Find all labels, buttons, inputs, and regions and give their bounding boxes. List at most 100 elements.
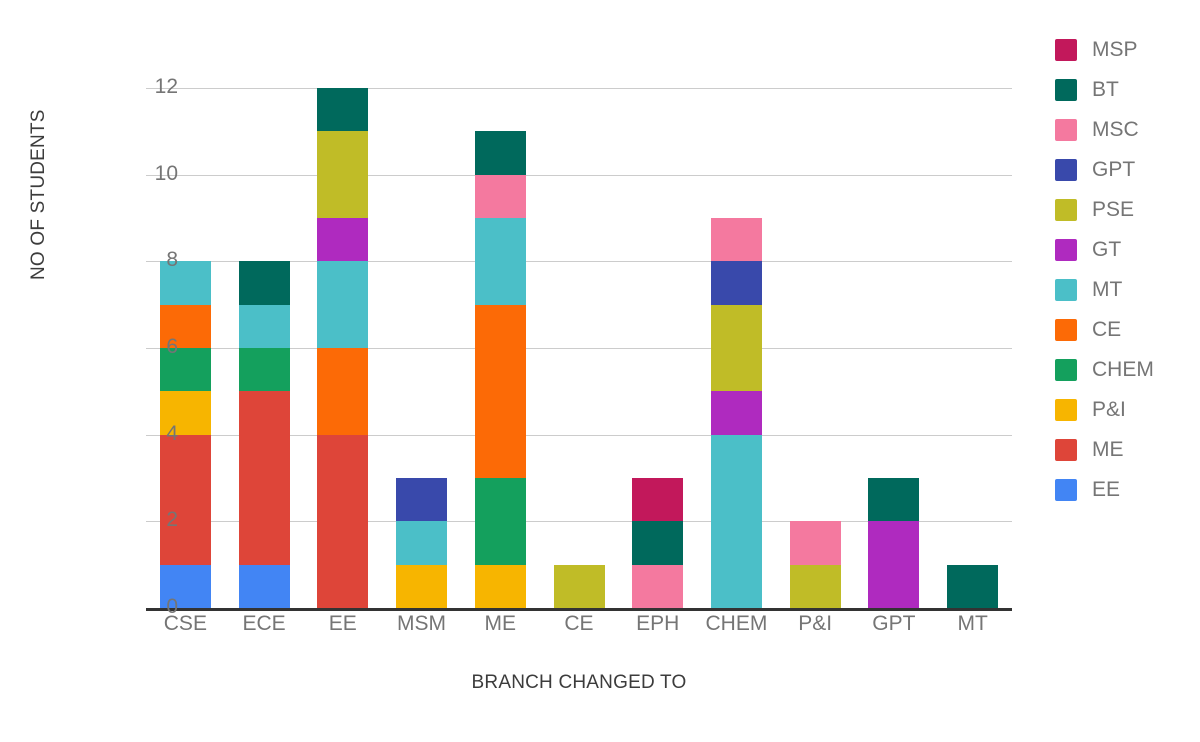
bar-group[interactable] — [710, 88, 762, 608]
bar-segment[interactable] — [710, 218, 762, 262]
y-tick-label: 4 — [166, 421, 178, 445]
bar-segment[interactable] — [159, 348, 211, 392]
bar-group[interactable] — [317, 88, 369, 608]
legend-item[interactable]: CHEM — [1055, 350, 1200, 390]
legend-swatch-icon — [1055, 159, 1077, 181]
bar-segment[interactable] — [868, 478, 920, 522]
legend-label: ME — [1092, 438, 1124, 461]
bar-segment[interactable] — [710, 391, 762, 435]
gridline — [146, 521, 1012, 523]
bar-segment[interactable] — [789, 521, 841, 565]
bar-group[interactable] — [868, 88, 920, 608]
y-axis-title: NO OF STUDENTS — [28, 109, 49, 280]
legend-item[interactable]: GPT — [1055, 150, 1200, 190]
bar-group[interactable] — [238, 88, 290, 608]
bar-group[interactable] — [159, 88, 211, 608]
gridline — [146, 348, 1012, 349]
legend-label: MSP — [1092, 38, 1138, 61]
y-tick-label: 0 — [166, 595, 178, 618]
legend-label: CHEM — [1092, 358, 1154, 381]
bar-segment[interactable] — [317, 348, 369, 435]
legend-swatch-icon — [1055, 79, 1077, 101]
bar-segment[interactable] — [159, 564, 211, 608]
legend-label: MSC — [1092, 118, 1139, 141]
plot-area — [146, 88, 1012, 611]
legend-label: BT — [1092, 78, 1119, 101]
bar-segment[interactable] — [396, 564, 448, 608]
bar-segment[interactable] — [710, 304, 762, 392]
gridline — [146, 88, 1012, 89]
legend: MSP BT MSC GPT PSE GT MT CE CHEM P&I ME EE — [1055, 30, 1200, 510]
legend-swatch-icon — [1055, 199, 1077, 221]
legend-item[interactable]: MSC — [1055, 110, 1200, 150]
x-tick-label: CHEM — [705, 612, 768, 635]
bar-segment[interactable] — [159, 391, 211, 435]
x-tick-label: GPT — [872, 612, 916, 635]
bar-segment[interactable] — [632, 564, 684, 608]
bar-group[interactable] — [632, 88, 684, 608]
legend-item[interactable]: MSP — [1055, 30, 1200, 70]
bar-group[interactable] — [553, 88, 605, 608]
legend-label: EE — [1092, 478, 1121, 501]
bar-segment[interactable] — [317, 218, 369, 262]
y-tick-label: 12 — [154, 75, 178, 98]
bar-segment[interactable] — [710, 261, 762, 305]
bar-segment[interactable] — [396, 478, 448, 522]
bar-group[interactable] — [474, 88, 526, 608]
bar-segment[interactable] — [474, 218, 526, 305]
bar-segment[interactable] — [238, 564, 290, 608]
legend-item[interactable]: CE — [1055, 310, 1200, 350]
gridline — [146, 434, 1012, 436]
legend-label: PSE — [1092, 198, 1135, 221]
bar-segment[interactable] — [474, 478, 526, 565]
legend-item[interactable]: EE — [1055, 470, 1200, 510]
legend-label: GT — [1092, 238, 1122, 261]
bar-segment[interactable] — [317, 434, 369, 608]
bar-segment[interactable] — [553, 564, 605, 608]
bar-segment[interactable] — [947, 564, 999, 608]
bar-segment[interactable] — [632, 478, 684, 522]
bar-segment[interactable] — [474, 131, 526, 175]
bar-segment[interactable] — [789, 564, 841, 608]
bar-segment[interactable] — [317, 88, 369, 132]
legend-item[interactable]: PSE — [1055, 190, 1200, 230]
legend-item[interactable]: MT — [1055, 270, 1200, 310]
bar-segment[interactable] — [159, 434, 211, 565]
bar-segment[interactable] — [474, 174, 526, 218]
bar-segment[interactable] — [317, 261, 369, 348]
x-tick-label: CSE — [163, 612, 207, 635]
x-tick-label: ME — [484, 612, 517, 635]
bar-group[interactable] — [396, 88, 448, 608]
bar-segment[interactable] — [474, 564, 526, 608]
legend-item[interactable]: P&I — [1055, 390, 1200, 430]
bar-segment[interactable] — [474, 304, 526, 478]
legend-item[interactable]: ME — [1055, 430, 1200, 470]
legend-label: GPT — [1092, 158, 1136, 181]
legend-item[interactable]: BT — [1055, 70, 1200, 110]
legend-label: MT — [1092, 278, 1123, 301]
bar-group[interactable] — [947, 88, 999, 608]
bar-segment[interactable] — [238, 391, 290, 565]
bar-segment[interactable] — [317, 131, 369, 218]
bar-segment[interactable] — [238, 348, 290, 392]
bar-segment[interactable] — [396, 521, 448, 565]
x-axis-line — [146, 608, 1012, 611]
bar-segment[interactable] — [159, 261, 211, 305]
y-tick-label: 2 — [166, 508, 178, 532]
legend-label: CE — [1092, 318, 1122, 341]
bar-segment[interactable] — [159, 304, 211, 348]
bar-segment[interactable] — [238, 261, 290, 305]
y-tick-label: 8 — [166, 248, 178, 272]
legend-item[interactable]: GT — [1055, 230, 1200, 270]
bars-layer — [146, 88, 1012, 608]
x-tick-label: ECE — [242, 612, 286, 635]
gridline — [146, 174, 1012, 176]
bar-segment[interactable] — [710, 434, 762, 608]
bar-segment[interactable] — [238, 304, 290, 348]
bar-group[interactable] — [789, 88, 841, 608]
legend-swatch-icon — [1055, 39, 1077, 61]
x-tick-label: MSM — [397, 612, 447, 635]
bar-segment[interactable] — [868, 521, 920, 608]
bar-segment[interactable] — [632, 521, 684, 565]
